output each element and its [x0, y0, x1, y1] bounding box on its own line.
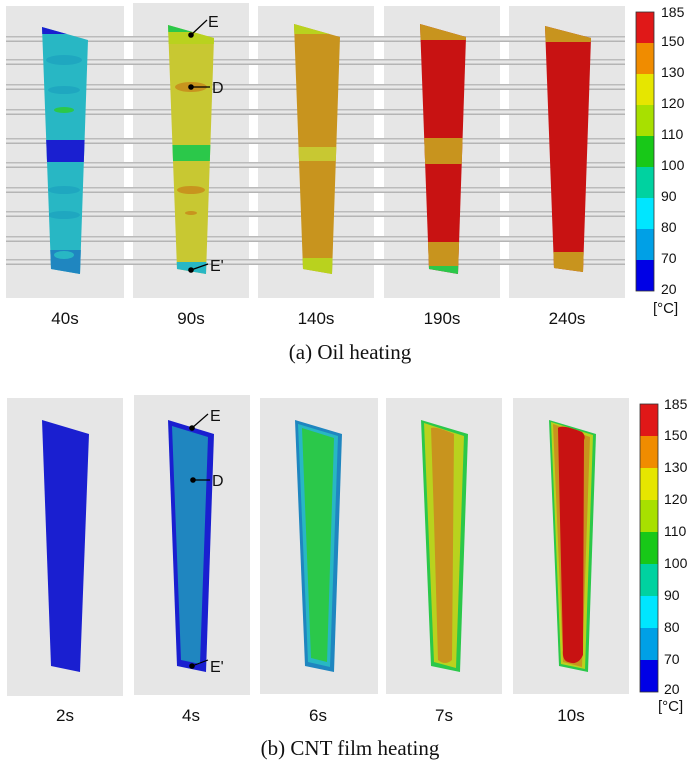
svg-text:120: 120 — [661, 95, 685, 111]
marker-d-label-b: D — [212, 473, 224, 490]
svg-text:100: 100 — [664, 555, 688, 571]
time-label-b-3: 6s — [309, 706, 327, 725]
cnt-blade-7s — [421, 420, 468, 672]
svg-text:80: 80 — [664, 619, 680, 635]
oil-blade-140s — [294, 24, 340, 274]
marker-d-label-a: D — [212, 80, 224, 97]
svg-text:90: 90 — [664, 587, 680, 603]
svg-text:110: 110 — [661, 126, 684, 142]
legend-a-band — [636, 198, 654, 229]
legend-b-band — [640, 660, 658, 692]
legend-a-band — [636, 229, 654, 260]
marker-e-label-a: E — [208, 14, 219, 31]
caption-oil-heating: (a) Oil heating — [288, 340, 412, 364]
svg-text:70: 70 — [664, 651, 680, 667]
legend-a-band — [636, 74, 654, 105]
time-label-b-2: 4s — [182, 706, 200, 725]
legend-a-band — [636, 105, 654, 136]
svg-text:90: 90 — [661, 188, 677, 204]
marker-e-label-b: E — [210, 408, 221, 425]
legend-a-band — [636, 12, 654, 43]
svg-text:110: 110 — [664, 523, 687, 539]
svg-text:70: 70 — [661, 250, 677, 266]
svg-text:130: 130 — [664, 459, 688, 475]
time-label-a-4: 190s — [423, 309, 461, 328]
legend-a-unit: [°C] — [653, 300, 679, 317]
cnt-blade-6s — [295, 420, 342, 672]
cnt-blade-4s — [168, 420, 214, 672]
cnt-blade-10s — [549, 420, 596, 672]
cnt-blade-2s — [42, 420, 89, 672]
caption-cnt-film-heating: (b) CNT film heating — [260, 736, 440, 760]
legend-a-band — [636, 260, 654, 291]
legend-b-band — [640, 532, 658, 564]
svg-text:150: 150 — [661, 33, 685, 49]
svg-text:150: 150 — [664, 427, 688, 443]
svg-text:130: 130 — [661, 64, 685, 80]
time-label-a-2: 90s — [177, 309, 205, 328]
marker-e-prime-label-a: E' — [210, 258, 224, 275]
legend-b-band — [640, 628, 658, 660]
svg-text:185: 185 — [661, 4, 685, 20]
time-label-b-4: 7s — [435, 706, 453, 725]
legend-a-ticks: 185 150 130 120 110 100 90 80 70 20 — [661, 4, 685, 297]
time-label-b-5: 10s — [557, 706, 585, 725]
oil-blade-90s — [168, 25, 214, 274]
legend-b-band — [640, 564, 658, 596]
legend-a-band — [636, 167, 654, 198]
legend-b — [639, 403, 659, 693]
svg-text:185: 185 — [664, 396, 688, 412]
legend-b-band — [640, 596, 658, 628]
svg-text:120: 120 — [664, 491, 688, 507]
oil-blade-240s — [545, 26, 591, 272]
time-label-b-1: 2s — [56, 706, 74, 725]
time-label-a-1: 40s — [51, 309, 79, 328]
legend-b-band — [640, 500, 658, 532]
legend-a-band — [636, 136, 654, 167]
svg-text:20: 20 — [664, 681, 680, 697]
time-label-a-3: 140s — [297, 309, 335, 328]
legend-a — [635, 11, 655, 292]
marker-e-prime-label-b: E' — [210, 659, 224, 676]
marker-group-b — [189, 413, 210, 669]
svg-text:100: 100 — [661, 157, 685, 173]
svg-text:20: 20 — [661, 281, 677, 297]
marker-group-a — [188, 19, 210, 273]
time-label-a-5: 240s — [548, 309, 586, 328]
legend-a-band — [636, 43, 654, 74]
legend-b-unit: [°C] — [658, 698, 684, 715]
legend-b-band — [640, 404, 658, 436]
svg-text:80: 80 — [661, 219, 677, 235]
legend-b-band — [640, 436, 658, 468]
legend-b-band — [640, 468, 658, 500]
legend-b-ticks: 185 150 130 120 110 100 90 80 70 20 — [664, 396, 688, 697]
